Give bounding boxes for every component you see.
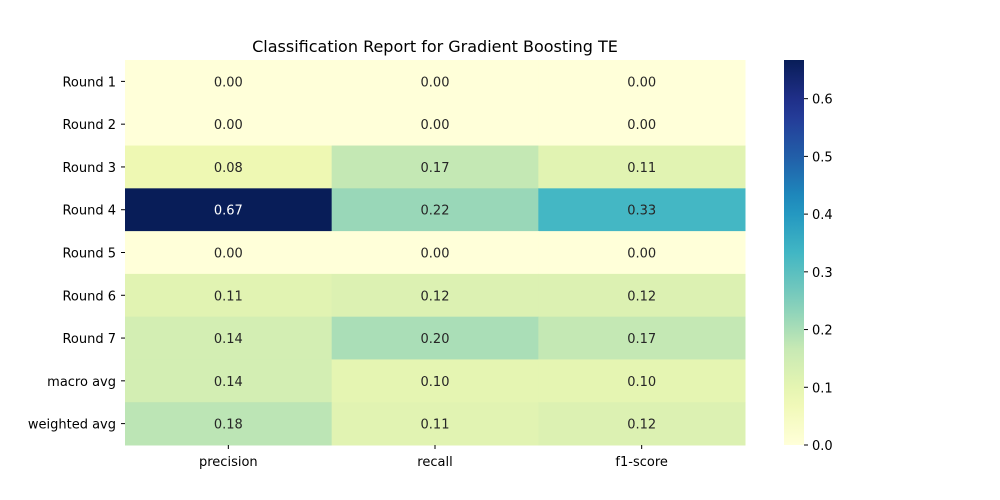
colorbar-tick-label: 0.1 xyxy=(812,381,833,396)
cell-value-label: 0.14 xyxy=(214,332,243,347)
heatmap-cell xyxy=(125,316,333,360)
y-tick-label: Round 4 xyxy=(62,204,116,219)
cell-value-label: 0.14 xyxy=(214,375,243,390)
colorbar xyxy=(784,60,804,445)
heatmap-cell xyxy=(331,231,539,275)
heatmap-cell xyxy=(125,359,333,403)
heatmap-cell xyxy=(331,145,539,189)
heatmap-cell xyxy=(125,60,333,104)
cell-value-label: 0.12 xyxy=(421,289,450,304)
chart-title: Classification Report for Gradient Boost… xyxy=(252,37,618,56)
cell-value-label: 0.00 xyxy=(214,247,243,262)
y-tick-label: Round 1 xyxy=(62,75,116,90)
heatmap-cell xyxy=(125,188,333,232)
heatmap-cell xyxy=(125,102,333,147)
heatmap-cell xyxy=(125,231,333,275)
y-tick-label: Round 6 xyxy=(62,289,116,304)
heatmap-cell xyxy=(331,316,539,360)
cell-value-label: 0.00 xyxy=(627,118,656,133)
cell-value-label: 0.18 xyxy=(214,418,243,433)
colorbar-tick-label: 0.2 xyxy=(812,324,833,339)
colorbar-tick-label: 0.4 xyxy=(812,208,833,223)
cell-value-label: 0.00 xyxy=(421,118,450,133)
heatmap-cell xyxy=(125,145,333,189)
heatmap-cell xyxy=(125,402,333,446)
colorbar-tick-label: 0.3 xyxy=(812,266,833,281)
cell-value-label: 0.00 xyxy=(214,118,243,133)
cell-value-label: 0.10 xyxy=(627,375,656,390)
cell-value-label: 0.67 xyxy=(214,204,243,219)
cell-value-label: 0.17 xyxy=(627,332,656,347)
heatmap-cell xyxy=(331,60,539,104)
colorbar-tick-label: 0.0 xyxy=(812,439,833,454)
heatmap-cell xyxy=(331,273,539,318)
cell-value-label: 0.20 xyxy=(421,332,450,347)
x-tick-label: recall xyxy=(417,455,452,470)
heatmap-cell xyxy=(538,60,746,104)
y-axis: Round 1 Round 2 Round 3 Round 4 Round 5 Round… xyxy=(28,75,125,433)
cell-value-label: 0.17 xyxy=(421,161,450,176)
y-tick-label: Round 7 xyxy=(62,332,116,347)
cell-value-label: 0.11 xyxy=(421,418,450,433)
heatmap-cell xyxy=(538,316,746,360)
heatmap-cell xyxy=(331,402,539,446)
cell-value-label: 0.00 xyxy=(627,75,656,90)
cell-value-label: 0.00 xyxy=(627,247,656,262)
cell-value-label: 0.11 xyxy=(214,289,243,304)
heatmap-cell xyxy=(538,402,746,446)
heatmap-cell xyxy=(331,102,539,147)
cell-value-label: 0.33 xyxy=(627,204,656,219)
heatmap-cell xyxy=(538,231,746,275)
cell-value-label: 0.08 xyxy=(214,161,243,176)
cell-value-label: 0.10 xyxy=(421,375,450,390)
cell-value-label: 0.12 xyxy=(627,289,656,304)
cell-value-label: 0.22 xyxy=(421,204,450,219)
cell-value-label: 0.00 xyxy=(214,75,243,90)
heatmap-cell xyxy=(125,273,333,318)
heatmap-cells: 0.00 0.00 0.00 0.00 0.00 0.00 0.08 0.17 0.11 0.67… xyxy=(125,60,746,446)
heatmap-cell xyxy=(538,273,746,318)
y-tick-label: weighted avg xyxy=(28,418,116,433)
x-tick-label: precision xyxy=(199,455,258,470)
y-tick-label: Round 3 xyxy=(62,161,116,176)
heatmap-cell xyxy=(538,188,746,232)
heatmap-cell xyxy=(331,359,539,403)
heatmap-cell xyxy=(538,145,746,189)
y-tick-label: Round 2 xyxy=(62,118,116,133)
x-tick-label: f1-score xyxy=(615,455,667,470)
heatmap-cell xyxy=(331,188,539,232)
heatmap-cell xyxy=(538,359,746,403)
y-tick-label: macro avg xyxy=(47,375,116,390)
y-tick-label: Round 5 xyxy=(62,247,116,262)
cell-value-label: 0.12 xyxy=(627,418,656,433)
colorbar-axis: 0.0 0.1 0.2 0.3 0.4 0.5 0.6 xyxy=(804,93,833,454)
colorbar-tick-label: 0.5 xyxy=(812,150,833,165)
heatmap-cell xyxy=(538,102,746,147)
cell-value-label: 0.11 xyxy=(627,161,656,176)
cell-value-label: 0.00 xyxy=(421,247,450,262)
cell-value-label: 0.00 xyxy=(421,75,450,90)
x-axis: precision recall f1-score xyxy=(199,445,668,470)
colorbar-tick-label: 0.6 xyxy=(812,93,833,108)
